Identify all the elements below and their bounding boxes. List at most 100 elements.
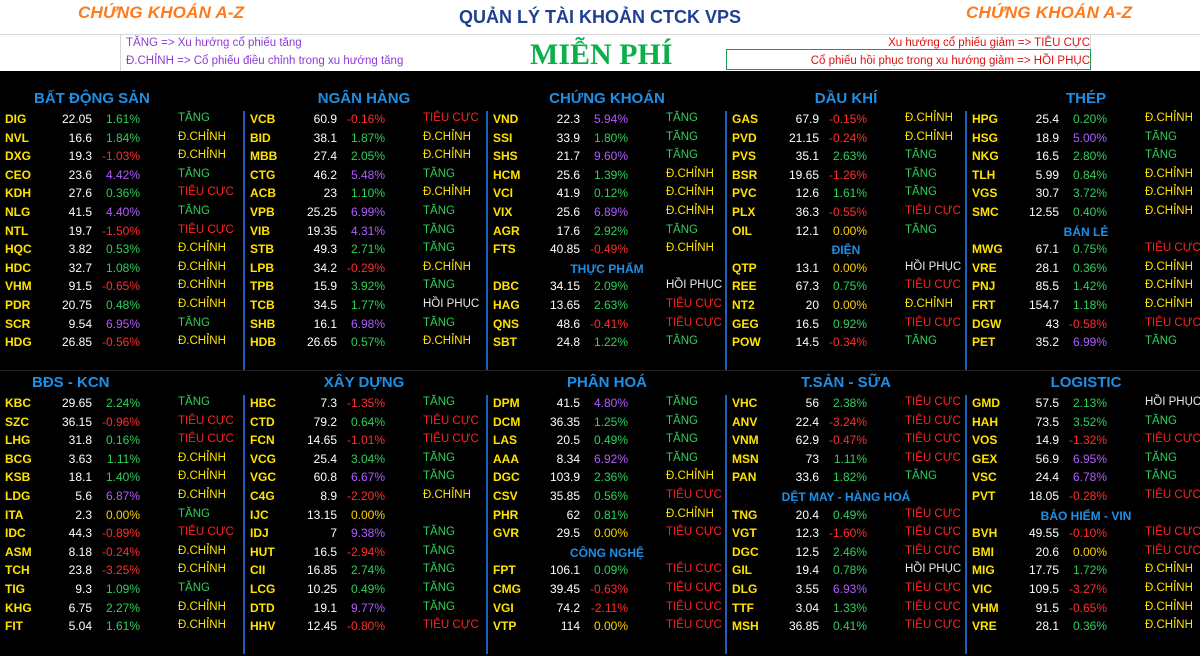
stock-trend: Đ.CHỈNH xyxy=(1145,205,1193,217)
stock-row: VGT 12.3 -1.60% TIÊU CỰC xyxy=(727,525,965,544)
stock-row: DPM 41.5 4.80% TĂNG xyxy=(488,395,726,414)
stock-ticker: AGR xyxy=(493,223,520,238)
stock-change: 5.94% xyxy=(593,112,628,126)
stock-trend: HỒI PHỤC xyxy=(423,298,480,310)
stock-trend: TĂNG xyxy=(423,205,455,217)
stock-price: 114 xyxy=(560,619,580,634)
stock-price: 73.5 xyxy=(1035,414,1059,429)
stock-ticker: LDG xyxy=(5,489,31,503)
stock-row: PVC 12.6 1.61% TĂNG xyxy=(727,185,965,204)
stock-row: STB 49.3 2.71% TĂNG xyxy=(245,241,483,260)
stock-trend: Đ.CHỈNH xyxy=(178,242,226,255)
column-divider xyxy=(725,111,727,370)
stock-trend: TIÊU CỰC xyxy=(905,205,961,217)
stock-ticker: PVC xyxy=(732,186,757,201)
stock-trend: TĂNG xyxy=(178,316,210,329)
stock-ticker: BMI xyxy=(972,544,994,559)
stock-price: 62 xyxy=(566,507,580,522)
stock-trend: TIÊU CỰC xyxy=(905,433,961,446)
stock-trend: TIÊU CỰC xyxy=(905,396,961,408)
stock-trend: TĂNG xyxy=(178,582,210,594)
stock-trend: TĂNG xyxy=(423,544,455,557)
sector-title: BĐS - KCN xyxy=(32,374,110,391)
stock-ticker: TLH xyxy=(972,167,996,182)
stock-price: 44.3 xyxy=(68,526,92,541)
stock-price: 23.8 xyxy=(68,563,92,578)
stock-trend: TIÊU CỰC xyxy=(1145,316,1200,329)
stock-row: VIC 109.5 -3.27% Đ.CHỈNH xyxy=(967,581,1200,600)
stock-trend: Đ.CHỈNH xyxy=(178,298,226,310)
stock-price: 25.6 xyxy=(556,205,580,219)
stock-ticker: GEX xyxy=(972,451,998,466)
stock-trend: Đ.CHỈNH xyxy=(178,130,226,143)
stock-price: 19.3 xyxy=(68,149,92,164)
stock-trend: HỒI PHỤC xyxy=(905,260,962,273)
stock-price: 19.35 xyxy=(306,223,337,238)
sector-title: PHÂN HOÁ xyxy=(566,374,647,391)
stock-ticker: IJC xyxy=(250,507,269,522)
stock-ticker: ACB xyxy=(250,186,276,201)
stock-row: MSN 73 1.11% TIÊU CỰC xyxy=(727,451,965,470)
stock-row: TNG 20.4 0.49% TIÊU CỰC xyxy=(727,507,965,526)
stock-price: 29.5 xyxy=(556,526,580,541)
stock-ticker: BID xyxy=(250,130,271,145)
stock-ticker: VNM xyxy=(732,433,759,448)
stock-price: 106.1 xyxy=(549,563,580,578)
stock-price: 12.45 xyxy=(306,619,337,634)
stock-trend: TĂNG xyxy=(666,414,698,427)
stock-row: VCB 60.9 -0.16% TIÊU CỰC xyxy=(245,111,483,130)
stock-row: BSR 19.65 -1.26% TĂNG xyxy=(727,167,965,186)
stock-change: 6.95% xyxy=(1072,451,1107,466)
stock-row: NVL 16.6 1.84% Đ.CHỈNH xyxy=(0,130,238,149)
stock-change: 1.08% xyxy=(105,260,140,275)
stock-row: DXG 19.3 -1.03% Đ.CHỈNH xyxy=(0,148,238,167)
stock-trend: TĂNG xyxy=(178,112,210,124)
stock-price: 25.4 xyxy=(313,451,337,466)
stock-ticker: SHS xyxy=(493,149,518,164)
column-divider xyxy=(486,111,488,370)
stock-change: -1.60% xyxy=(828,526,867,541)
stock-row: HBC 7.3 -1.35% TĂNG xyxy=(245,395,483,414)
stock-change: 0.40% xyxy=(1072,205,1107,219)
stock-row: ASM 8.18 -0.24% Đ.CHỈNH xyxy=(0,544,238,563)
stock-trend: TĂNG xyxy=(423,242,455,255)
stock-ticker: VGC xyxy=(250,470,277,485)
stock-price: 36.15 xyxy=(61,414,92,429)
stock-price: 5.04 xyxy=(68,619,92,634)
stock-trend: Đ.CHỈNH xyxy=(666,186,714,199)
stock-change: -0.29% xyxy=(346,260,385,275)
sector-column: T.SẢN - SỮA VHC 56 2.38% TIÊU CỰC ANV 22.4 -3.2… xyxy=(725,371,965,654)
stock-trend: TIÊU CỰC xyxy=(178,414,234,427)
stock-row: CII 16.85 2.74% TĂNG xyxy=(245,562,483,581)
stock-row: HDC 32.7 1.08% Đ.CHỈNH xyxy=(0,260,238,279)
stock-price: 18.1 xyxy=(68,470,92,485)
stock-price: 57.5 xyxy=(1035,396,1059,410)
stock-ticker: KBC xyxy=(5,396,31,410)
stock-price: 5.99 xyxy=(1035,167,1059,182)
stock-change: -0.55% xyxy=(828,205,867,219)
column-divider xyxy=(243,111,245,370)
stock-row: VND 22.3 5.94% TĂNG xyxy=(488,111,726,130)
stock-ticker: LPB xyxy=(250,260,274,275)
stock-ticker: LCG xyxy=(250,582,276,596)
stock-price: 103.9 xyxy=(549,470,580,485)
stock-change: 0.49% xyxy=(593,433,628,448)
sector-column: LOGISTIC GMD 57.5 2.13% HỒI PHỤC HAH 73.5 3.52%… xyxy=(965,371,1200,654)
stock-change: 6.92% xyxy=(593,451,628,466)
sector-column: THÉP HPG 25.4 0.20% Đ.CHỈNH HSG 18.9 5.00% TĂNG N… xyxy=(965,87,1200,370)
stock-trend: Đ.CHỈNH xyxy=(905,298,953,310)
stock-ticker: PAN xyxy=(732,470,757,485)
stock-row: FIT 5.04 1.61% Đ.CHỈNH xyxy=(0,618,238,637)
stock-row: PVT 18.05 -0.28% TIÊU CỰC xyxy=(967,488,1200,507)
stock-row: TPB 15.9 3.92% TĂNG xyxy=(245,278,483,297)
stock-ticker: VND xyxy=(493,112,519,126)
stock-change: 1.84% xyxy=(105,130,140,145)
stock-row: SCR 9.54 6.95% TĂNG xyxy=(0,316,238,335)
stock-ticker: TPB xyxy=(250,279,274,294)
stock-ticker: FIT xyxy=(5,619,23,634)
stock-ticker: HQC xyxy=(5,242,32,257)
stock-row: IDC 44.3 -0.89% TIÊU CỰC xyxy=(0,525,238,544)
stock-trend: TIÊU CỰC xyxy=(905,600,961,613)
stock-change: -0.15% xyxy=(828,112,867,126)
stock-row: NKG 16.5 2.80% TĂNG xyxy=(967,148,1200,167)
